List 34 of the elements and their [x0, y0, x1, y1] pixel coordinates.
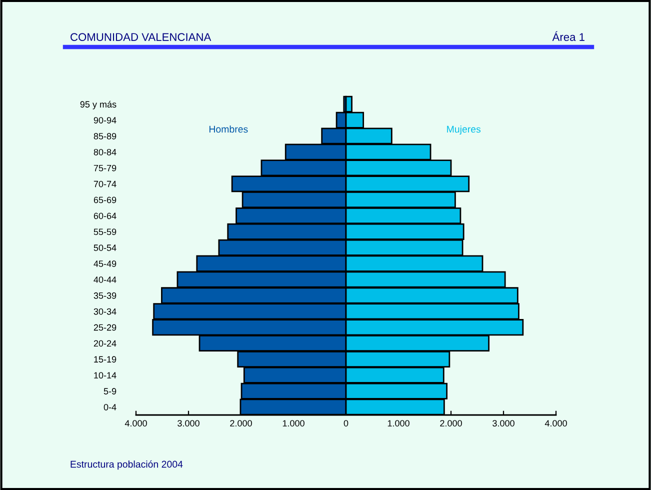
x-tick-label: 1.000: [282, 420, 304, 426]
y-tick-label: 85-89: [94, 133, 116, 140]
x-tick-label: 2.000: [440, 420, 462, 426]
chart-subtitle: Área 1: [552, 31, 584, 41]
y-tick-label: 5-9: [104, 388, 116, 394]
y-tick-label: 75-79: [94, 164, 116, 172]
y-tick-label: 35-39: [94, 292, 116, 299]
y-tick-label: 65-69: [94, 196, 116, 204]
y-tick-label: 95 y más: [80, 100, 116, 110]
y-tick-label: 90-94: [94, 117, 116, 124]
x-tick-label: 1.000: [388, 420, 410, 426]
y-tick-label: 10-14: [94, 372, 116, 379]
y-tick-label: 40-44: [94, 276, 116, 283]
x-tick-label: 2.000: [230, 420, 252, 426]
y-tick-label: 60-64: [94, 212, 116, 220]
y-tick-label: 80-84: [94, 148, 116, 156]
x-tick-label: 3.000: [492, 420, 514, 426]
y-tick-label: 70-74: [94, 180, 116, 188]
y-tick-label: 0-4: [104, 404, 116, 410]
y-tick-label: 50-54: [94, 244, 116, 251]
chart-title: COMUNIDAD VALENCIANA: [70, 33, 212, 41]
y-tick-label: 45-49: [94, 260, 116, 267]
y-tick-label: 25-29: [94, 324, 116, 331]
y-tick-label: 20-24: [94, 340, 116, 347]
x-tick-label: 4.000: [544, 420, 567, 426]
x-tick-label: 4.000: [124, 420, 147, 426]
text: Estructura población 2004: [70, 460, 183, 470]
series-label: Mujeres: [447, 126, 481, 135]
x-tick-label: 3.000: [178, 420, 200, 426]
y-tick-label: 30-34: [94, 308, 116, 315]
x-tick-label: 0: [344, 420, 348, 426]
text: Hombres: [209, 126, 248, 133]
y-tick-label: 55-59: [94, 228, 116, 236]
y-tick-label: 15-19: [94, 356, 116, 363]
